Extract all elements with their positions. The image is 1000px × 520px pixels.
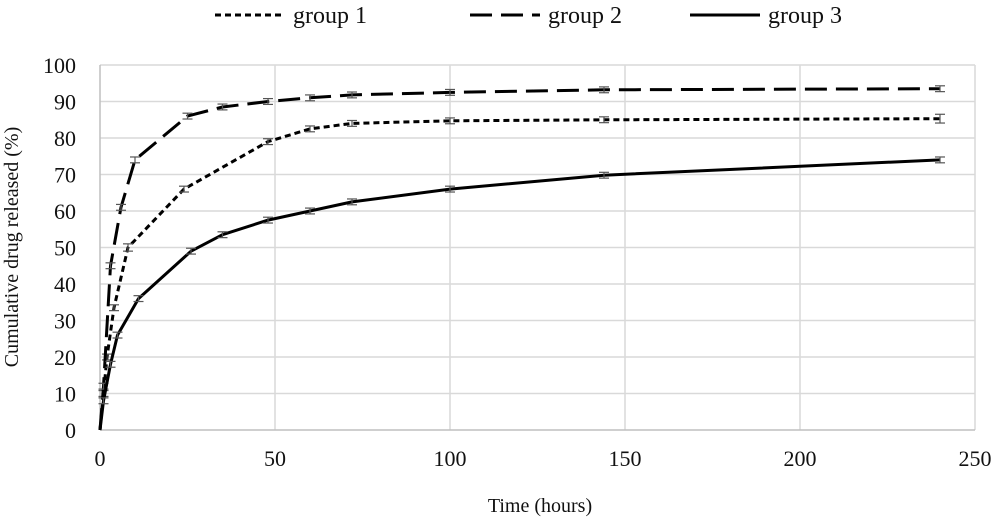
x-tick-label: 250	[959, 446, 992, 471]
error-bar	[445, 185, 455, 193]
error-bar	[305, 94, 315, 102]
error-bar	[347, 91, 357, 99]
gridlines	[100, 64, 976, 430]
x-tick-label: 150	[609, 446, 642, 471]
error-bar	[263, 97, 273, 106]
error-bar	[186, 247, 196, 255]
x-tick-label: 0	[95, 446, 106, 471]
y-axis-title: Cumulative drug released (%)	[1, 127, 23, 367]
error-bar	[599, 86, 609, 94]
error-bar	[305, 207, 315, 215]
x-tick-label: 200	[784, 446, 817, 471]
series-3	[98, 156, 945, 431]
legend-label: group 3	[768, 3, 842, 29]
legend-item-3: group 3	[690, 3, 842, 29]
legend-item-1: group 1	[215, 3, 367, 29]
error-bar	[116, 203, 126, 211]
y-tick-label: 90	[54, 90, 76, 115]
error-bar	[305, 125, 315, 133]
error-bar	[445, 117, 455, 125]
legend: group 1 group 2 group 3	[215, 3, 842, 29]
error-bar	[123, 243, 133, 252]
error-bar	[105, 262, 116, 270]
legend-label: group 1	[293, 3, 367, 29]
error-bar	[599, 171, 609, 179]
error-bar	[935, 113, 945, 124]
y-tick-label: 10	[54, 382, 76, 407]
y-tick-label: 20	[54, 345, 76, 370]
y-tick-label: 30	[54, 309, 76, 334]
axes	[99, 65, 975, 431]
y-tick-label: 60	[54, 199, 76, 224]
error-bar	[599, 116, 609, 124]
legend-item-2: group 2	[470, 3, 622, 29]
x-tick-label: 100	[434, 446, 467, 471]
error-bar	[112, 331, 123, 339]
error-bar	[217, 231, 228, 239]
error-bar	[105, 360, 116, 368]
error-bar	[347, 198, 357, 206]
error-bar	[935, 85, 945, 93]
error-bar	[109, 304, 119, 312]
data-series	[98, 85, 945, 431]
y-tick-label: 50	[54, 236, 76, 261]
tick-labels: 0 10 20 30 40 50 60 70 80 90 100 0 50 100 150 200 250	[43, 53, 992, 471]
y-tick-label: 70	[54, 163, 76, 188]
series-line	[98, 87, 941, 431]
x-tick-label: 50	[264, 446, 286, 471]
x-axis-title: Time (hours)	[488, 495, 592, 517]
error-bar	[445, 88, 455, 96]
legend-label: group 2	[548, 3, 622, 29]
series-line	[98, 117, 941, 431]
series-2	[98, 85, 945, 431]
error-bar	[263, 216, 273, 224]
error-bar	[179, 185, 189, 193]
error-bar	[217, 103, 228, 111]
series-1	[98, 113, 945, 431]
y-tick-label: 100	[43, 53, 76, 78]
y-tick-label: 80	[54, 126, 76, 151]
error-bar	[130, 156, 140, 164]
error-bar	[182, 112, 193, 120]
error-bar	[263, 138, 273, 146]
y-tick-label: 0	[65, 418, 76, 443]
error-bar	[98, 397, 109, 405]
series-line	[98, 158, 941, 431]
y-tick-label: 40	[54, 272, 76, 297]
error-bar	[133, 295, 144, 303]
error-bar	[347, 119, 357, 127]
error-bar	[935, 156, 945, 164]
